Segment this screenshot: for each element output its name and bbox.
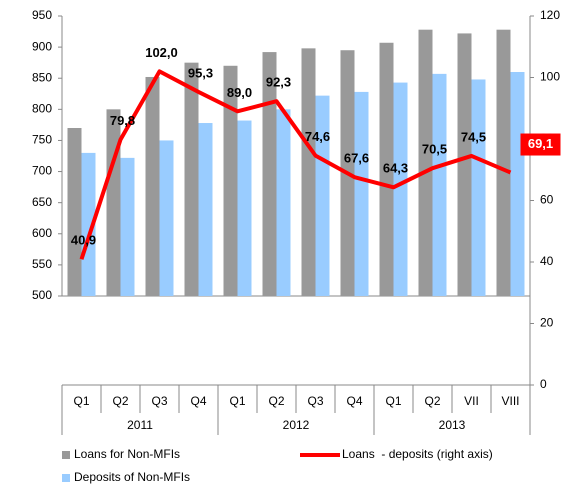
y-tick-label: 550 xyxy=(32,257,52,271)
bar xyxy=(393,82,408,296)
bar xyxy=(315,95,330,297)
legend-swatch xyxy=(62,474,70,482)
data-label: 79,8 xyxy=(110,113,135,128)
bar xyxy=(432,73,447,296)
y2-tick-label: 40 xyxy=(540,254,554,268)
group-label: 2011 xyxy=(127,418,153,432)
bar xyxy=(496,29,511,296)
y-tick-label: 600 xyxy=(32,226,52,240)
y2-tick-label: 60 xyxy=(540,193,554,207)
x-tick-label: Q3 xyxy=(307,394,323,408)
bar xyxy=(198,123,213,297)
x-tick-label: VIII xyxy=(501,394,519,408)
y-tick-label: 850 xyxy=(32,70,52,84)
x-tick-label: Q2 xyxy=(268,394,284,408)
line xyxy=(79,69,512,260)
bar xyxy=(237,120,252,297)
y-tick-label: 800 xyxy=(32,102,52,116)
bar xyxy=(471,79,486,296)
x-tick-label: Q1 xyxy=(385,394,401,408)
bar xyxy=(510,72,525,296)
legend-swatch xyxy=(62,451,70,459)
bar xyxy=(301,48,316,296)
y2-tick-label: 20 xyxy=(540,316,554,330)
y-tick-label: 700 xyxy=(32,164,52,178)
data-label: 67,6 xyxy=(344,151,369,166)
y-tick-label: 500 xyxy=(32,288,52,302)
x-tick-label: VII xyxy=(464,394,479,408)
bar xyxy=(159,140,174,296)
bar xyxy=(67,128,82,296)
bar xyxy=(184,62,199,296)
y-tick-label: 650 xyxy=(32,195,52,209)
bar xyxy=(106,109,121,296)
bar xyxy=(120,157,135,296)
x-tick-label: Q2 xyxy=(112,394,128,408)
data-label: 70,5 xyxy=(422,142,447,157)
label-box xyxy=(520,133,561,156)
data-label: 64,3 xyxy=(383,161,408,176)
data-label: 40,9 xyxy=(71,233,96,248)
y2-tick-label: 120 xyxy=(540,8,560,22)
y-tick-label: 900 xyxy=(32,39,52,53)
x-tick-label: Q4 xyxy=(346,394,362,408)
group-label: 2012 xyxy=(283,418,310,432)
bar xyxy=(81,152,96,296)
bar xyxy=(379,42,394,296)
data-label: 74,5 xyxy=(461,129,486,144)
y2-tick-label: 0 xyxy=(540,377,547,391)
data-label: 102,0 xyxy=(145,45,178,60)
x-tick-label: Q1 xyxy=(73,394,89,408)
bar xyxy=(145,76,160,296)
bar xyxy=(457,33,472,297)
bar xyxy=(418,29,433,296)
y-tick-label: 950 xyxy=(32,8,52,22)
data-label: 89,0 xyxy=(227,85,252,100)
bar xyxy=(354,91,369,297)
data-label: 69,1 xyxy=(528,136,553,151)
data-label: 74,6 xyxy=(305,129,330,144)
x-tick-label: Q4 xyxy=(190,394,206,408)
y-tick-label: 750 xyxy=(32,133,52,147)
x-tick-label: Q2 xyxy=(424,394,440,408)
legend-label: Loans - deposits (right axis) xyxy=(342,447,493,461)
bar xyxy=(276,109,291,296)
bar xyxy=(262,52,277,296)
x-tick-label: Q3 xyxy=(151,394,167,408)
y2-tick-label: 100 xyxy=(540,70,560,84)
data-label: 92,3 xyxy=(266,75,291,90)
legend-label: Loans for Non-MFIs xyxy=(74,447,180,461)
legend-label: Deposits of Non-MFIs xyxy=(74,470,190,484)
group-label: 2013 xyxy=(439,418,466,432)
x-tick-label: Q1 xyxy=(229,394,245,408)
bar xyxy=(223,65,238,297)
data-label: 95,3 xyxy=(188,65,213,80)
